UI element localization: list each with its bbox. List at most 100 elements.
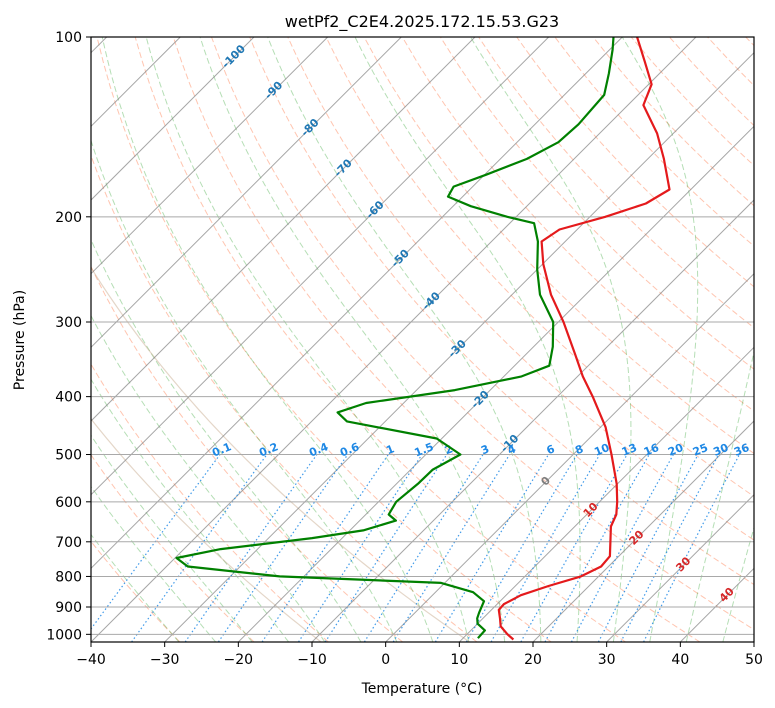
moist-adiabat	[145, 37, 470, 642]
isotherm-label: 30	[673, 554, 693, 574]
y-tick-label: 400	[55, 390, 82, 406]
x-tick-label: 10	[450, 652, 468, 668]
x-axis: −40 −30 −20 −10 0 10 20 30 40 50	[76, 642, 763, 668]
dry-adiabat	[134, 37, 626, 642]
mixing-ratio-line	[91, 454, 221, 630]
dry-adiabat	[91, 540, 181, 642]
isotherm-line	[753, 641, 754, 642]
theta-e-curve	[91, 418, 322, 642]
mixing-ratio-label: 8	[573, 442, 585, 457]
mixing-ratio-label: 20	[666, 441, 685, 459]
isotherm-line	[91, 37, 255, 201]
y-tick-label: 300	[55, 315, 82, 331]
moist-adiabat	[101, 37, 434, 642]
x-tick-label: −20	[224, 652, 254, 668]
dry-adiabat	[439, 37, 754, 370]
dry-adiabat	[211, 37, 754, 631]
mixing-ratio-label: 2	[443, 442, 455, 457]
y-tick-label: 1000	[46, 627, 82, 643]
isotherm-line	[458, 346, 754, 642]
moist-adiabat	[354, 37, 581, 642]
x-tick-label: −40	[76, 652, 106, 668]
x-tick-label: −10	[297, 652, 327, 668]
mixing-ratio-label: 0.4	[307, 440, 330, 459]
isotherm-line	[385, 272, 754, 642]
isotherm-line	[237, 125, 754, 642]
mixing-ratio-line	[297, 454, 423, 642]
moist-adiabat	[685, 349, 754, 642]
moist-adiabat	[91, 485, 217, 642]
dry-adiabat	[401, 37, 754, 412]
dry-adiabat	[249, 37, 754, 586]
y-tick-label: 600	[55, 495, 82, 511]
y-tick-label: 900	[55, 600, 82, 616]
mixing-ratio-line	[490, 454, 601, 642]
moist-adiabat	[470, 37, 632, 642]
mixing-ratio-label: 3	[479, 442, 491, 457]
moist-adiabat	[91, 314, 326, 642]
mixing-ratio-line	[131, 454, 268, 642]
x-tick-label: 40	[671, 652, 689, 668]
isotherm-line	[311, 199, 754, 642]
mixing-ratio-label: 6	[545, 442, 557, 457]
dewpoint-profile	[175, 37, 615, 639]
isotherm-line	[606, 493, 754, 642]
moist-adiabat	[621, 37, 699, 642]
mixing-ratio-label: 30	[711, 441, 730, 459]
dry-adiabat	[91, 265, 404, 642]
dry-adiabat	[287, 37, 754, 541]
isotherm-line	[91, 37, 697, 642]
mixing-ratio-line	[363, 454, 484, 642]
dry-adiabat	[172, 37, 701, 642]
mixing-ratio-line	[620, 454, 720, 642]
y-tick-label: 800	[55, 569, 82, 585]
dry-adiabat	[478, 37, 754, 329]
isotherm-line	[679, 567, 754, 642]
mixing-ratio-label: 16	[642, 441, 661, 459]
mixing-ratio-label: 10	[592, 441, 611, 459]
mixing-ratio-line	[324, 454, 448, 642]
moist-adiabat	[267, 37, 542, 642]
mixing-ratio-line	[184, 454, 318, 642]
mixing-ratio-line	[465, 454, 578, 642]
isotherm-line	[91, 37, 402, 349]
y-axis-title: Pressure (hPa)	[12, 290, 28, 390]
mixing-ratio-label: 36	[732, 441, 751, 459]
x-tick-label: 0	[381, 652, 390, 668]
temperature-profile	[497, 37, 671, 641]
moist-adiabat	[91, 138, 398, 642]
x-tick-label: 20	[524, 652, 542, 668]
dry-adiabat	[669, 37, 754, 127]
isotherm-line	[91, 37, 329, 275]
dry-adiabat	[96, 37, 552, 642]
sounding-profiles	[175, 37, 671, 641]
y-axis: 100 200 300 400 500 600 700 800 900 1000	[46, 30, 91, 643]
x-tick-label: 50	[745, 652, 763, 668]
isotherm-line	[91, 37, 623, 570]
isotherm-line	[532, 420, 754, 642]
moist-adiabat	[91, 378, 290, 642]
mixing-ratio-line	[217, 454, 349, 642]
chart-title: wetPf2_C2E4.2025.172.15.53.G23	[285, 12, 559, 32]
moist-adiabat	[91, 238, 362, 642]
isotherm-line	[91, 37, 550, 496]
mixing-ratio-label: 13	[620, 441, 639, 459]
mixing-ratio-line	[597, 454, 699, 642]
mixing-ratio-label: 1	[384, 442, 396, 457]
mixing-ratio-line	[570, 454, 674, 642]
x-tick-label: 30	[598, 652, 616, 668]
mixing-ratio-line	[434, 454, 550, 642]
mixing-ratio-label: 0.6	[338, 440, 361, 459]
isotherm-line	[164, 51, 754, 642]
pressure-gridlines	[91, 37, 754, 635]
x-axis-title: Temperature (°C)	[361, 681, 483, 697]
isotherm-line	[91, 37, 476, 422]
mixing-ratio-label: 25	[691, 441, 710, 459]
moist-adiabat	[722, 526, 754, 642]
y-tick-label: 200	[55, 210, 82, 226]
dry-adiabat	[91, 363, 329, 642]
dry-adiabat	[554, 37, 754, 247]
dry-adiabat	[745, 37, 754, 47]
